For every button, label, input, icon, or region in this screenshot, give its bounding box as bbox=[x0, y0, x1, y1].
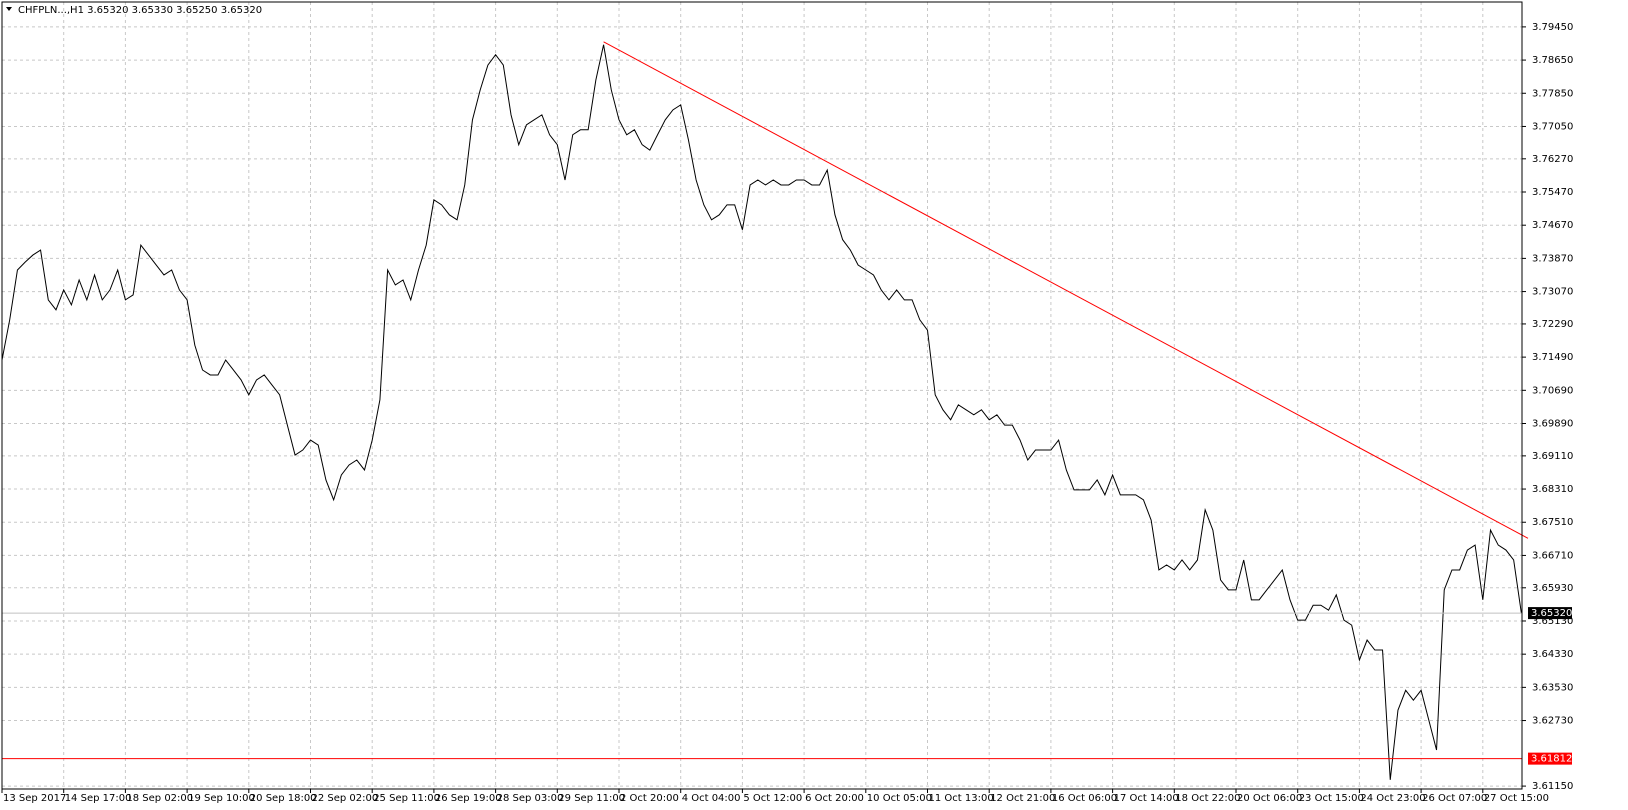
x-tick-label: 20 Sep 18:00 bbox=[250, 793, 317, 804]
y-tick-label: 3.73070 bbox=[1532, 287, 1573, 298]
y-tick-label: 3.65130 bbox=[1532, 616, 1573, 627]
x-tick-label: 2 Oct 20:00 bbox=[620, 793, 679, 804]
x-tick-label: 11 Oct 13:00 bbox=[929, 793, 994, 804]
x-tick-label: 26 Sep 19:00 bbox=[435, 793, 502, 804]
y-tick-label: 3.62730 bbox=[1532, 716, 1573, 727]
y-tick-label: 3.61150 bbox=[1532, 781, 1573, 792]
y-tick-label: 3.79450 bbox=[1532, 22, 1573, 33]
x-tick-label: 12 Oct 21:00 bbox=[990, 793, 1055, 804]
menu-arrow[interactable] bbox=[6, 7, 12, 11]
x-tick-label: 24 Oct 23:00 bbox=[1360, 793, 1425, 804]
x-tick-label: 22 Sep 02:00 bbox=[312, 793, 379, 804]
y-tick-label: 3.63530 bbox=[1532, 682, 1573, 693]
x-tick-label: 18 Sep 02:00 bbox=[126, 793, 193, 804]
y-tick-label: 3.67510 bbox=[1532, 517, 1573, 528]
trend-line bbox=[603, 41, 1529, 539]
y-tick-label: 3.70690 bbox=[1532, 385, 1573, 396]
y-tick-label: 3.77850 bbox=[1532, 88, 1573, 99]
plot bbox=[1, 41, 1529, 780]
current-price-label: 3.65320 bbox=[1531, 608, 1572, 619]
x-tick-label: 29 Sep 11:00 bbox=[558, 793, 625, 804]
current-price-box bbox=[1528, 607, 1572, 620]
y-tick-label: 3.74670 bbox=[1532, 220, 1573, 231]
x-tick-label: 26 Oct 07:00 bbox=[1422, 793, 1487, 804]
y-tick-label: 3.64330 bbox=[1532, 649, 1573, 660]
plot-frame bbox=[1, 1, 1523, 790]
level-label: 3.61812 bbox=[1531, 754, 1572, 765]
x-tick-label: 27 Oct 15:00 bbox=[1484, 793, 1549, 804]
y-tick-label: 3.77050 bbox=[1532, 121, 1573, 132]
x-tick-label: 13 Sep 2017 bbox=[3, 793, 66, 804]
y-tick-label: 3.78650 bbox=[1532, 55, 1573, 66]
y-tick-label: 3.72290 bbox=[1532, 319, 1573, 330]
chart-title: CHFPLN...,H1 3.65320 3.65330 3.65250 3.6… bbox=[18, 5, 262, 16]
x-tick-label: 18 Oct 22:00 bbox=[1175, 793, 1240, 804]
grid bbox=[2, 2, 1522, 789]
x-tick-label: 28 Sep 03:00 bbox=[497, 793, 564, 804]
level-box bbox=[1528, 752, 1572, 765]
y-tick-label: 3.69890 bbox=[1532, 419, 1573, 430]
x-tick-label: 23 Oct 15:00 bbox=[1299, 793, 1364, 804]
y-tick-label: 3.75470 bbox=[1532, 187, 1573, 198]
x-tick-label: 25 Sep 11:00 bbox=[373, 793, 440, 804]
y-tick-label: 3.68310 bbox=[1532, 484, 1573, 495]
x-tick-label: 16 Oct 06:00 bbox=[1052, 793, 1117, 804]
y-tick-label: 3.73870 bbox=[1532, 253, 1573, 264]
x-tick-label: 5 Oct 12:00 bbox=[743, 793, 802, 804]
y-tick-label: 3.69110 bbox=[1532, 451, 1573, 462]
y-tick-label: 3.66710 bbox=[1532, 550, 1573, 561]
x-tick-label: 14 Sep 17:00 bbox=[65, 793, 132, 804]
x-tick-label: 17 Oct 14:00 bbox=[1114, 793, 1179, 804]
y-tick-label: 3.65930 bbox=[1532, 583, 1573, 594]
x-tick-label: 19 Sep 10:00 bbox=[188, 793, 255, 804]
price-line-series bbox=[1, 44, 1522, 780]
x-tick-label: 20 Oct 06:00 bbox=[1237, 793, 1302, 804]
x-tick-label: 10 Oct 05:00 bbox=[867, 793, 932, 804]
y-tick-label: 3.76270 bbox=[1532, 154, 1573, 165]
x-tick-label: 4 Oct 04:00 bbox=[682, 793, 741, 804]
y-tick-label: 3.71490 bbox=[1532, 352, 1573, 363]
x-tick-label: 6 Oct 20:00 bbox=[805, 793, 864, 804]
